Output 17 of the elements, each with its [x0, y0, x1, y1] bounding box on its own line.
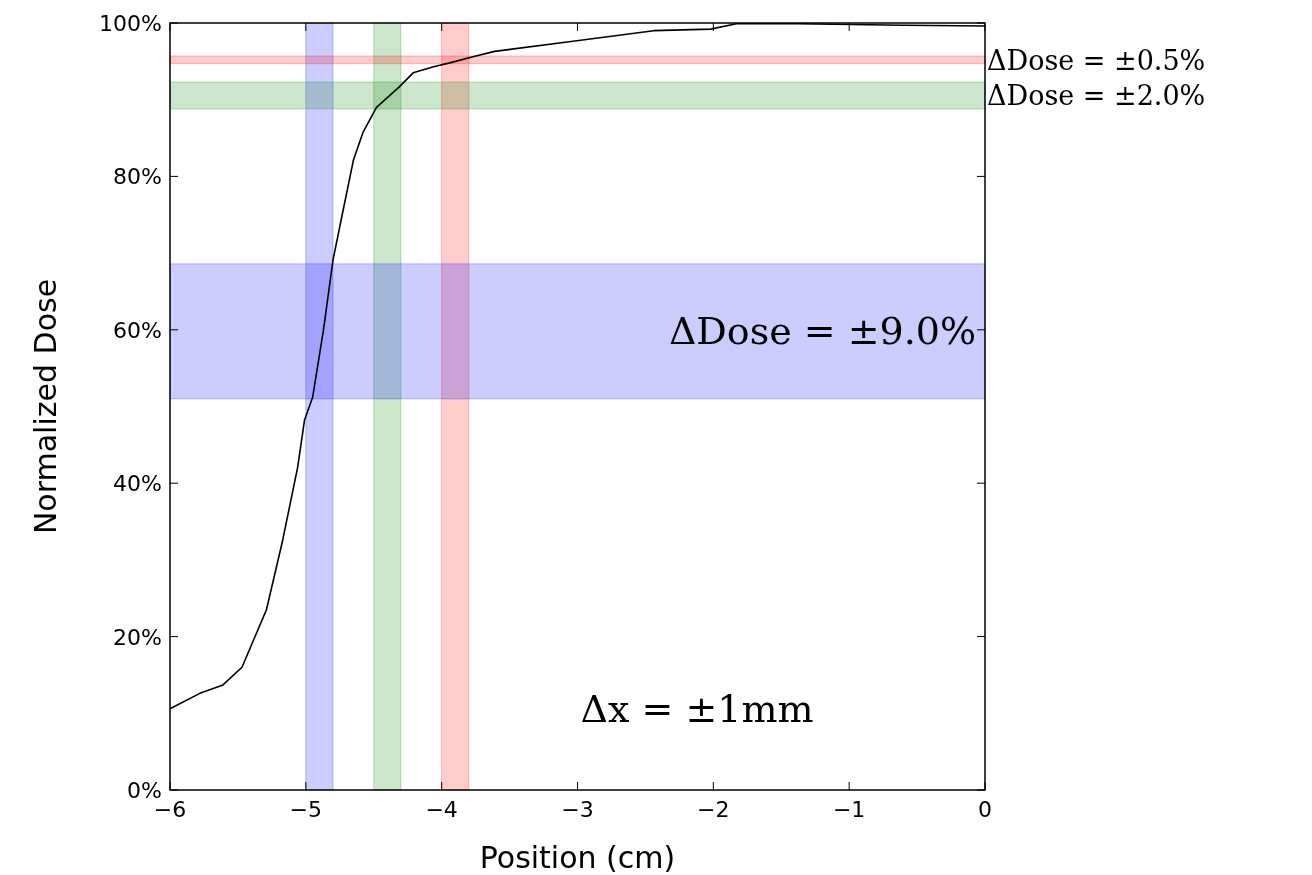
y-tick-label: 60% — [113, 317, 162, 343]
annotation: Δx = ±1mm — [580, 687, 814, 731]
y-tick-label: 100% — [99, 11, 162, 36]
y-axis-title: Normalized Dose — [28, 278, 63, 535]
band-label: ΔDose = ±9.0% — [668, 309, 977, 354]
x-axis-title: Position (cm) — [479, 840, 676, 875]
x-tick-label: −1 — [832, 797, 866, 822]
x-tick-label: −5 — [289, 797, 323, 822]
y-tick-label: 20% — [113, 624, 162, 650]
y-tick-label: 40% — [113, 471, 162, 497]
x-tick-label: 0 — [978, 797, 992, 822]
x-tick-label: −4 — [425, 797, 458, 822]
y-tick-label: 80% — [113, 164, 162, 190]
band-label: ΔDose = ±0.5% — [987, 44, 1206, 76]
band-label: ΔDose = ±2.0% — [987, 80, 1206, 112]
x-tick-label: −2 — [697, 797, 730, 822]
x-tick-label: −3 — [561, 797, 594, 822]
